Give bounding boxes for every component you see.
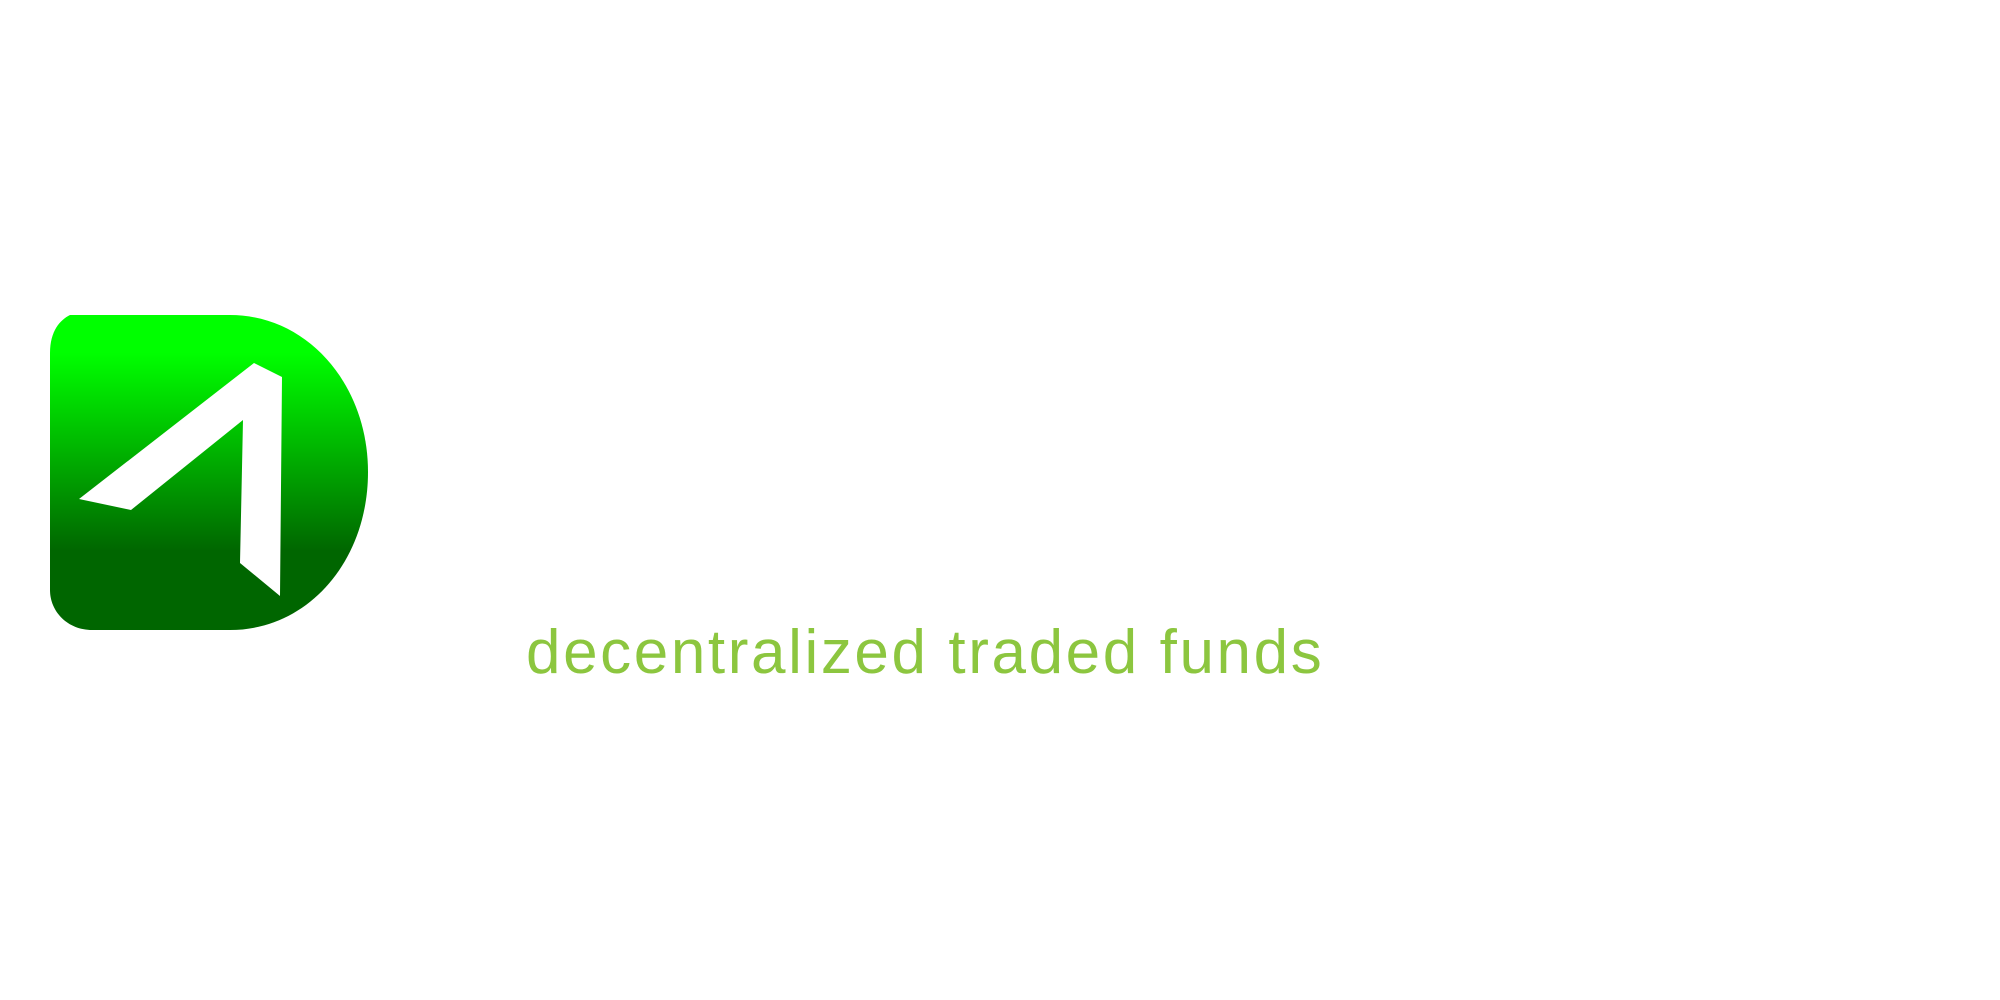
logo-icon [50, 313, 368, 632]
logo-arrow-glyph [79, 363, 282, 596]
brand-tagline: decentralized traded funds [526, 618, 1325, 687]
logo-svg [50, 315, 368, 630]
logo-d-shape [50, 315, 368, 630]
